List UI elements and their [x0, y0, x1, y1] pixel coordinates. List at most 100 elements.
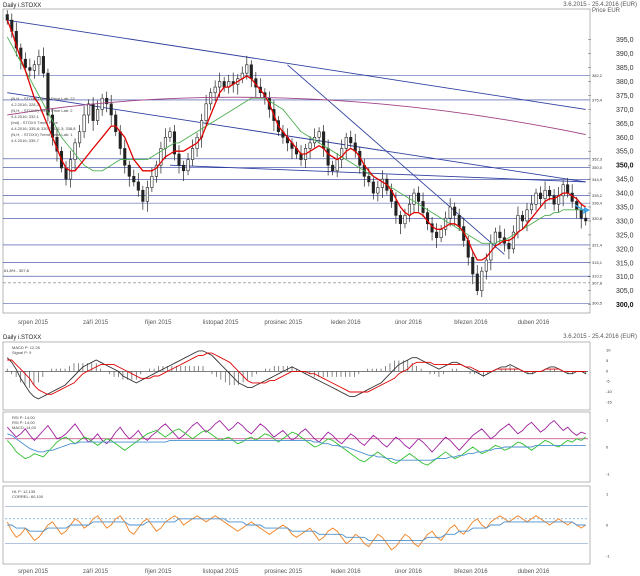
candle-body — [349, 136, 353, 144]
legend-entry: 4.4.2016; 335,7 — [11, 138, 40, 143]
legend-entry: (N,H, - STOXX) Trend Price Lab: 2 — [11, 108, 73, 113]
series-line — [6, 428, 586, 466]
candle-body — [204, 103, 208, 121]
candle-body — [123, 148, 127, 166]
x-tick-label: leden 2016 — [331, 569, 361, 575]
candle-body — [493, 231, 497, 244]
x-tick-label: říjen 2015 — [145, 569, 172, 575]
candle-body — [218, 81, 222, 88]
candle-body — [331, 164, 335, 172]
arrow-icon — [574, 204, 590, 214]
candle-body — [376, 187, 380, 194]
y-tick-label: 5 — [606, 358, 609, 363]
price-tick: 365,0 — [616, 121, 634, 128]
candle-body — [407, 203, 412, 216]
candle-body — [150, 176, 154, 188]
x-tick-label: prosinec 2015 — [264, 569, 302, 575]
candle-body — [435, 231, 439, 238]
candle-body — [416, 192, 421, 202]
osc-panel — [2, 485, 591, 565]
moving-averages — [6, 19, 587, 261]
price-tick: 360,0 — [616, 135, 634, 142]
candle-body — [335, 159, 339, 172]
candle-body — [82, 114, 86, 133]
legend-entry: MACD P: 12,26 — [12, 345, 41, 350]
level-label: 321,4 — [592, 242, 603, 247]
candle-body — [118, 131, 122, 149]
candle-body — [480, 270, 484, 291]
series-line — [6, 350, 587, 400]
price-tick: 355,0 — [616, 149, 634, 156]
sma-fast-line — [6, 19, 587, 261]
rsi-panel — [2, 411, 591, 483]
y-tick-label: -1 — [606, 472, 610, 477]
y-tick-label: -15 — [606, 400, 613, 405]
candle-body — [299, 153, 303, 160]
legend-entry: Signal P: 9 — [12, 350, 32, 355]
price-axis: 300,0 305,0 310,0 315,0 320,0 325,0 330,0 335,0… — [588, 37, 634, 309]
bottom-x-axis: srpen 2015 září 2015 říjen 2015 listopad 20… — [18, 569, 550, 575]
candle-body — [529, 203, 534, 211]
y-tick-label: 10 — [606, 348, 611, 353]
price-tick: 315,0 — [616, 260, 634, 267]
candle-body — [566, 184, 570, 194]
candle-body — [457, 215, 461, 227]
y-tick-label: 1 — [606, 492, 609, 497]
candle-body — [426, 212, 430, 225]
series-line — [7, 518, 586, 541]
candle-body — [584, 217, 588, 222]
date-range: 3.6.2015 - 25.4.2016 (EUR) — [563, 2, 637, 8]
legend-entry: (Ind) - STOXX Trend Price — [11, 120, 59, 125]
candle-body — [91, 103, 95, 121]
legend-entry: RSI P: 14,00 — [12, 415, 35, 420]
y-tick-label: 0 — [606, 368, 609, 373]
series-line — [6, 419, 586, 453]
candle-body — [87, 103, 91, 116]
candle-body — [46, 72, 50, 116]
price-tick: 320,0 — [616, 246, 634, 253]
candles — [5, 10, 588, 298]
candle-body — [136, 181, 140, 191]
candle-body — [41, 56, 45, 74]
candle-body — [444, 217, 448, 230]
level-label: 352,3 — [592, 156, 603, 161]
price-tick: 385,0 — [616, 65, 634, 72]
x-tick-label: srpen 2015 — [18, 569, 49, 575]
y-tick-label: 0 — [606, 523, 609, 528]
level-label: 339,2 — [592, 193, 603, 198]
candle-body — [403, 215, 407, 225]
x-tick-label: březen 2016 — [454, 320, 488, 326]
candle-body — [344, 136, 348, 149]
x-tick-label: říjen 2015 — [145, 320, 172, 326]
candle-body — [109, 103, 113, 116]
level-label: 315,1 — [592, 260, 603, 265]
price-axis-label: Price EUR — [592, 8, 621, 14]
candle-body — [398, 215, 402, 225]
legend-entry: 4.4.2016; 335,8; 330,7; 331,3; 338,8 — [11, 126, 76, 131]
trendline — [7, 19, 586, 110]
x-tick-label: září 2015 — [83, 569, 109, 575]
price-tick: 305,0 — [616, 288, 634, 295]
candle-body — [511, 231, 515, 250]
candle-body — [100, 97, 104, 110]
candle-body — [534, 192, 538, 205]
x-tick-label: listopad 2015 — [203, 320, 239, 326]
main-x-axis: srpen 2015 září 2015 říjen 2015 listopad 20… — [18, 320, 550, 326]
macd-panel — [2, 341, 591, 411]
trendline — [287, 64, 505, 255]
level-label: 336,4 — [592, 201, 603, 206]
price-tick: 340,0 — [616, 191, 634, 198]
level-label: 350,0 — [592, 165, 603, 170]
x-tick-label: duben 2016 — [518, 320, 550, 326]
candle-body — [561, 184, 565, 197]
y-tick-label: 1 — [606, 418, 609, 423]
candle-body — [96, 109, 100, 121]
candle-body — [154, 164, 158, 177]
candle-body — [516, 215, 520, 233]
series-line — [7, 433, 586, 461]
candle-body — [181, 164, 186, 172]
candle-body — [177, 153, 181, 166]
